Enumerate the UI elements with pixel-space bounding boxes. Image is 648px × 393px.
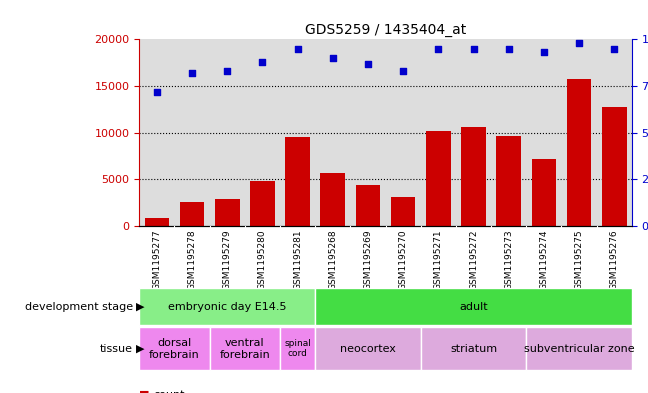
Point: [469, 46, 479, 52]
Bar: [250, 181, 275, 226]
Text: ventral
forebrain: ventral forebrain: [220, 338, 270, 360]
Bar: [215, 199, 240, 226]
Text: tissue: tissue: [100, 344, 133, 354]
Bar: [421, 327, 526, 371]
Point: [398, 68, 408, 74]
Text: development stage: development stage: [25, 301, 133, 312]
Text: GSM1195274: GSM1195274: [539, 229, 548, 290]
Text: ▶: ▶: [136, 344, 145, 354]
Text: count: count: [154, 390, 185, 393]
Point: [328, 55, 338, 61]
Text: GSM1195279: GSM1195279: [223, 229, 232, 290]
Text: GSM1195271: GSM1195271: [434, 229, 443, 290]
Text: GSM1195268: GSM1195268: [329, 229, 338, 290]
Bar: [315, 288, 632, 325]
Bar: [602, 107, 627, 226]
Text: GSM1195269: GSM1195269: [364, 229, 373, 290]
Point: [503, 46, 514, 52]
Text: spinal
cord: spinal cord: [284, 339, 311, 358]
Text: GSM1195273: GSM1195273: [504, 229, 513, 290]
Bar: [496, 136, 521, 226]
Point: [152, 88, 162, 95]
Bar: [526, 327, 632, 371]
Text: adult: adult: [459, 301, 488, 312]
Text: GSM1195276: GSM1195276: [610, 229, 619, 290]
Bar: [139, 327, 210, 371]
Text: GSM1195281: GSM1195281: [293, 229, 302, 290]
Bar: [567, 79, 592, 226]
Bar: [321, 173, 345, 226]
Text: GSM1195272: GSM1195272: [469, 229, 478, 290]
Text: GSM1195275: GSM1195275: [575, 229, 584, 290]
Point: [609, 46, 619, 52]
Bar: [356, 185, 380, 226]
Text: GSM1195280: GSM1195280: [258, 229, 267, 290]
Bar: [531, 159, 556, 226]
Bar: [139, 288, 315, 325]
Text: ■: ■: [139, 390, 150, 393]
Text: neocortex: neocortex: [340, 344, 396, 354]
Text: embryonic day E14.5: embryonic day E14.5: [168, 301, 286, 312]
Bar: [391, 197, 415, 226]
Text: striatum: striatum: [450, 344, 497, 354]
Point: [538, 49, 549, 55]
Text: ▶: ▶: [136, 301, 145, 312]
Point: [363, 61, 373, 67]
Point: [433, 46, 443, 52]
Text: GSM1195270: GSM1195270: [399, 229, 408, 290]
Bar: [461, 127, 486, 226]
Text: GSM1195277: GSM1195277: [152, 229, 161, 290]
Point: [187, 70, 197, 76]
Text: GSM1195278: GSM1195278: [187, 229, 196, 290]
Title: GDS5259 / 1435404_at: GDS5259 / 1435404_at: [305, 23, 466, 37]
Bar: [280, 327, 315, 371]
Text: subventricular zone: subventricular zone: [524, 344, 634, 354]
Point: [222, 68, 233, 74]
Bar: [426, 131, 450, 226]
Point: [292, 46, 303, 52]
Bar: [145, 218, 169, 226]
Bar: [285, 137, 310, 226]
Point: [257, 59, 268, 65]
Text: dorsal
forebrain: dorsal forebrain: [149, 338, 200, 360]
Bar: [210, 327, 280, 371]
Point: [574, 40, 584, 46]
Bar: [315, 327, 421, 371]
Bar: [179, 202, 204, 226]
